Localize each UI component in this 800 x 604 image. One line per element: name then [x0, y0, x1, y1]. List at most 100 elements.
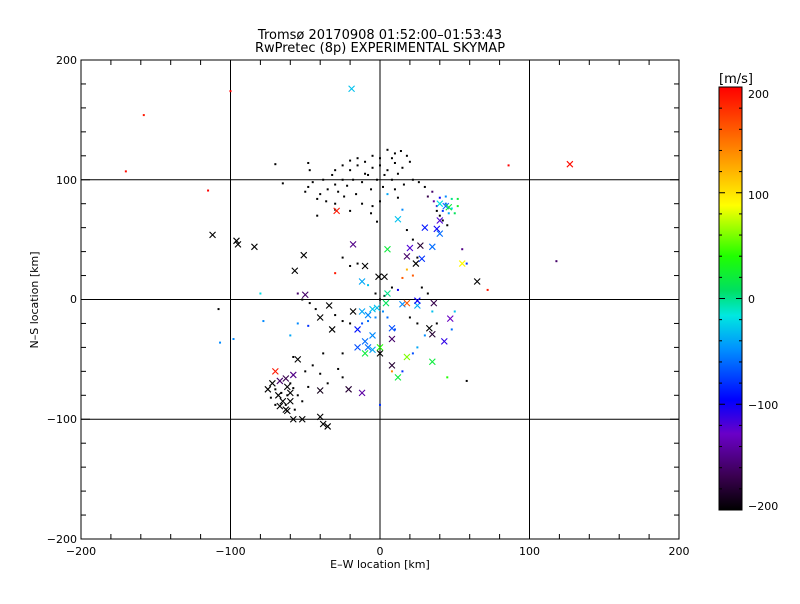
point-marker [349, 322, 352, 325]
point-marker [316, 197, 319, 200]
point-marker [322, 352, 325, 355]
point-marker [465, 262, 468, 265]
point-marker [411, 178, 414, 181]
point-marker [374, 316, 377, 319]
point-marker [367, 173, 370, 176]
point-marker [337, 190, 340, 193]
point-marker [296, 292, 299, 295]
point-marker [274, 403, 277, 406]
cross-marker [416, 242, 424, 250]
point-marker [447, 212, 450, 215]
cross-marker [316, 413, 324, 421]
point-marker [292, 355, 295, 358]
point-marker [420, 286, 423, 289]
point-marker [446, 224, 449, 227]
point-marker [322, 178, 325, 181]
point-marker [307, 324, 310, 327]
cross-marker [279, 397, 287, 405]
point-marker [390, 178, 393, 181]
point-marker [217, 308, 220, 311]
cross-marker [233, 237, 240, 245]
point-marker [465, 379, 468, 382]
point-marker [396, 288, 399, 291]
point-marker [301, 400, 304, 403]
cross-marker [376, 344, 384, 351]
cross-marker [566, 160, 574, 168]
cross-marker [268, 379, 276, 387]
point-marker [364, 160, 367, 163]
point-marker [393, 328, 396, 331]
cross-marker [349, 308, 357, 315]
point-marker [417, 181, 420, 184]
y-tick-label: −100 [47, 413, 77, 426]
point-marker [341, 320, 344, 323]
cross-marker [286, 397, 294, 405]
cross-marker [369, 332, 376, 339]
point-marker [341, 164, 344, 167]
point-marker [337, 367, 340, 370]
point-marker [390, 157, 393, 160]
cross-marker [316, 387, 324, 394]
point-marker [390, 286, 393, 289]
point-marker [416, 346, 419, 349]
cross-marker [289, 371, 297, 379]
point-marker [405, 229, 408, 232]
point-marker [393, 161, 396, 164]
cross-marker [209, 231, 216, 239]
point-marker [386, 316, 389, 319]
x-tick-label: 200 [669, 545, 690, 558]
cross-marker [430, 299, 438, 307]
cross-marker [394, 373, 402, 381]
cross-marker [413, 302, 421, 309]
point-marker [349, 159, 352, 162]
cross-marker [388, 335, 396, 343]
cross-marker [382, 299, 390, 307]
point-marker [381, 310, 384, 313]
cross-marker [403, 299, 411, 307]
point-marker [399, 150, 402, 153]
point-marker [438, 196, 441, 199]
cross-marker [369, 305, 376, 313]
x-tick-label: −200 [66, 545, 96, 558]
point-marker [326, 188, 329, 191]
point-marker [296, 322, 299, 325]
cross-marker [349, 241, 357, 248]
point-marker [370, 212, 373, 215]
cross-marker [251, 243, 258, 251]
point-marker [301, 298, 304, 301]
cross-marker [294, 355, 302, 363]
colorbar-label: [m/s] [719, 72, 753, 87]
cross-marker [358, 389, 366, 397]
cross-marker [421, 224, 429, 232]
point-marker [411, 352, 414, 355]
point-marker [371, 154, 374, 157]
point-marker [408, 160, 411, 163]
cross-marker [388, 361, 396, 369]
colorbar-tick-label: −100 [748, 399, 778, 412]
point-marker [379, 200, 381, 203]
point-marker [334, 202, 337, 205]
point-marker [461, 248, 464, 251]
cross-marker [282, 406, 290, 414]
point-marker [349, 209, 352, 212]
point-marker [441, 209, 444, 212]
point-marker [371, 205, 374, 208]
point-marker [441, 219, 444, 222]
point-marker [307, 185, 310, 188]
point-marker [341, 178, 344, 181]
point-marker [435, 209, 438, 212]
cross-marker [282, 375, 290, 382]
point-marker [308, 302, 311, 305]
cross-marker [384, 290, 391, 297]
point-marker [341, 256, 344, 259]
point-marker [364, 172, 367, 175]
point-marker [423, 185, 426, 188]
cross-marker [276, 377, 284, 385]
point-marker [367, 284, 370, 287]
point-marker [346, 184, 349, 187]
colorbar-tick-label: 0 [748, 293, 755, 306]
cross-marker [436, 230, 444, 238]
point-marker [438, 214, 441, 217]
point-marker [274, 163, 277, 166]
